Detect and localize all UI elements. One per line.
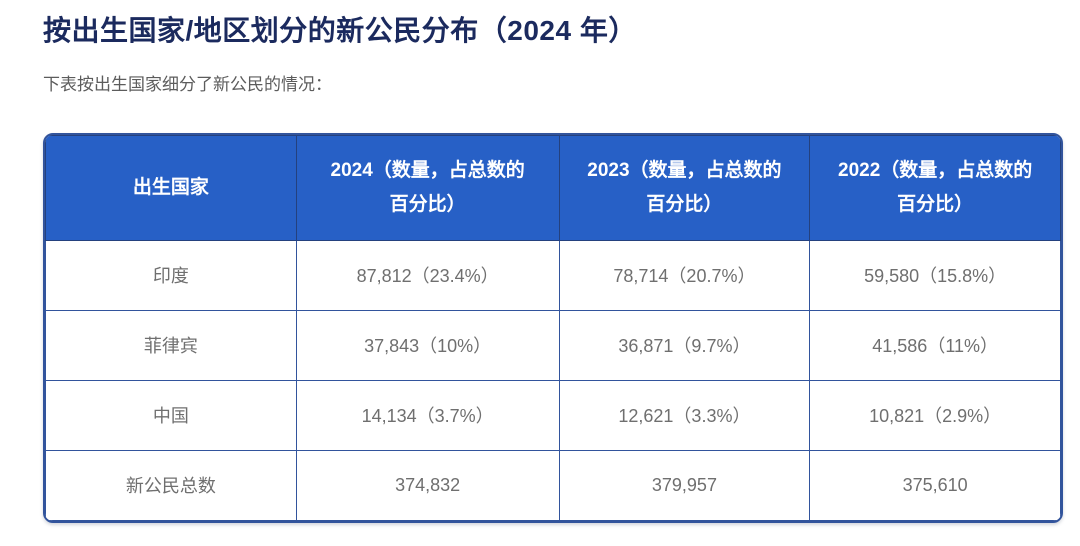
- total-value-cell-2024: 374,832: [295, 449, 560, 521]
- value-cell-2022: 10,821（2.9%）: [809, 379, 1061, 451]
- total-label-cell: 新公民总数: [45, 449, 297, 521]
- table-row-total: 新公民总数 374,832 379,957 375,610: [45, 449, 1061, 521]
- page-title: 按出生国家/地区划分的新公民分布（2024 年）: [43, 15, 637, 46]
- value-cell-2022: 59,580（15.8%）: [809, 239, 1061, 311]
- value-cell-2022: 41,586（11%）: [809, 309, 1061, 381]
- citizens-table-container: 出生国家 2024（数量，占总数的百分比） 2023（数量，占总数的百分比） 2…: [43, 132, 1063, 523]
- column-header-2023: 2023（数量，占总数的百分比）: [558, 134, 811, 241]
- country-cell: 菲律宾: [45, 309, 297, 381]
- column-header-2022: 2022（数量，占总数的百分比）: [809, 134, 1061, 241]
- value-cell-2023: 78,714（20.7%）: [558, 239, 811, 311]
- document-page: 按出生国家/地区划分的新公民分布（2024 年） 下表按出生国家细分了新公民的情…: [43, 15, 1063, 523]
- value-cell-2023: 36,871（9.7%）: [558, 309, 811, 381]
- country-cell: 中国: [45, 379, 297, 451]
- table-row-india: 印度 87,812（23.4%） 78,714（20.7%） 59,580（15…: [45, 239, 1061, 311]
- page-subtitle: 下表按出生国家细分了新公民的情况：: [43, 74, 332, 94]
- total-value-cell-2022: 375,610: [809, 449, 1061, 521]
- table-header-row: 出生国家 2024（数量，占总数的百分比） 2023（数量，占总数的百分比） 2…: [45, 134, 1061, 241]
- value-cell-2024: 37,843（10%）: [295, 309, 560, 381]
- table-row-china: 中国 14,134（3.7%） 12,621（3.3%） 10,821（2.9%…: [45, 379, 1061, 451]
- column-header-2024: 2024（数量，占总数的百分比）: [295, 134, 560, 241]
- value-cell-2023: 12,621（3.3%）: [558, 379, 811, 451]
- citizens-by-birth-country-table: 出生国家 2024（数量，占总数的百分比） 2023（数量，占总数的百分比） 2…: [45, 134, 1061, 521]
- value-cell-2024: 14,134（3.7%）: [295, 379, 560, 451]
- table-row-philippines: 菲律宾 37,843（10%） 36,871（9.7%） 41,586（11%）: [45, 309, 1061, 381]
- country-cell: 印度: [45, 239, 297, 311]
- total-value-cell-2023: 379,957: [558, 449, 811, 521]
- value-cell-2024: 87,812（23.4%）: [295, 239, 560, 311]
- column-header-birth-country: 出生国家: [45, 134, 297, 241]
